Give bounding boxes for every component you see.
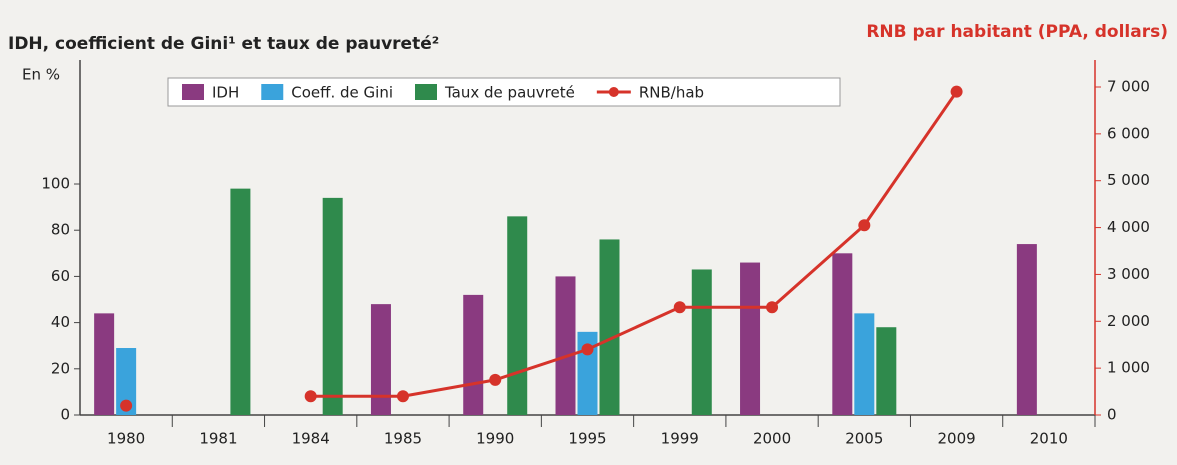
y2-tick-label: 3 000	[1107, 265, 1150, 283]
x-tick-label: 2010	[1030, 430, 1068, 448]
bar	[599, 239, 620, 415]
legend-label: IDH	[212, 84, 239, 102]
bar	[116, 348, 137, 415]
y2-tick-label: 0	[1107, 406, 1117, 424]
line-point	[396, 390, 409, 403]
bar	[854, 313, 875, 415]
x-tick-label: 1995	[568, 430, 606, 448]
y-tick-label: 60	[51, 267, 70, 285]
line-point	[950, 85, 963, 98]
bar	[463, 294, 484, 415]
chart-title: IDH, coefficient de Gini¹ et taux de pau…	[8, 34, 439, 54]
legend-label: Taux de pauvreté	[444, 84, 575, 102]
line-point	[120, 399, 133, 412]
bar	[230, 188, 251, 415]
bar	[832, 253, 853, 415]
y-tick-label: 20	[51, 359, 70, 377]
x-tick-label: 1980	[107, 430, 145, 448]
bar	[322, 197, 343, 415]
x-tick-label: 1990	[476, 430, 514, 448]
x-tick-label: 2005	[845, 430, 883, 448]
legend-swatch	[182, 84, 204, 100]
line-point	[858, 219, 871, 232]
bar	[876, 327, 897, 415]
x-tick-label: 1999	[661, 430, 699, 448]
y2-tick-label: 1 000	[1107, 359, 1150, 377]
y2-tick-label: 2 000	[1107, 312, 1150, 330]
y-tick-label: 100	[41, 175, 70, 193]
y2-tick-label: 7 000	[1107, 78, 1150, 96]
legend-swatch	[415, 84, 437, 100]
line-point	[489, 373, 502, 386]
legend-swatch	[608, 87, 619, 97]
line-point	[766, 301, 779, 314]
bar	[555, 276, 576, 415]
line-point	[673, 301, 686, 314]
x-tick-label: 1984	[292, 430, 330, 448]
line-point	[581, 343, 594, 356]
bar	[507, 216, 528, 415]
line	[310, 90, 958, 398]
y-axis-label: En %	[22, 66, 60, 84]
x-tick-label: 2000	[753, 430, 791, 448]
bar	[740, 262, 761, 415]
y-tick-label: 80	[51, 221, 70, 239]
y-tick-label: 0	[60, 406, 70, 424]
y2-tick-label: 4 000	[1107, 218, 1150, 236]
y2-tick-label: 6 000	[1107, 124, 1150, 142]
x-tick-label: 1981	[199, 430, 237, 448]
bar	[370, 304, 391, 415]
y2-axis-label: RNB par habitant (PPA, dollars)	[866, 22, 1168, 42]
y-tick-label: 40	[51, 313, 70, 331]
legend-label: Coeff. de Gini	[291, 84, 393, 102]
legend-label: RNB/hab	[639, 84, 704, 102]
x-tick-label: 1985	[384, 430, 422, 448]
legend-swatch	[261, 84, 284, 100]
y2-tick-label: 5 000	[1107, 171, 1150, 189]
x-tick-label: 2009	[937, 430, 975, 448]
line-point	[304, 390, 317, 403]
bar	[94, 313, 115, 415]
bar	[691, 269, 712, 415]
bar	[1016, 244, 1037, 415]
